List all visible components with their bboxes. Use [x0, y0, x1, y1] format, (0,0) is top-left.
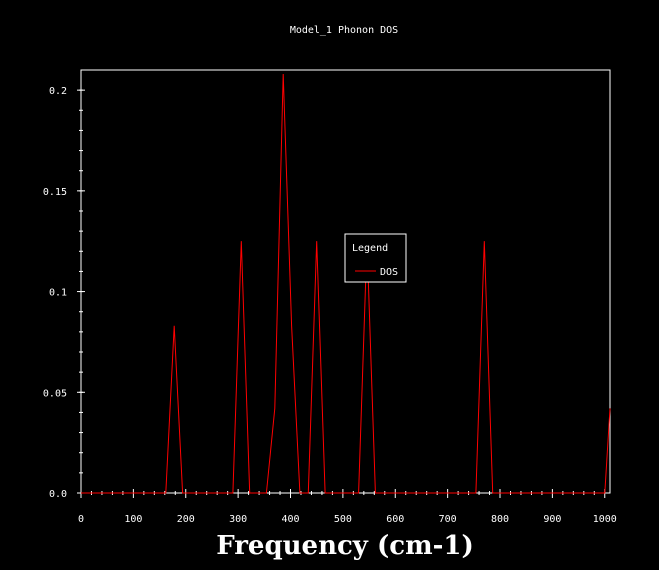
y-tick-label: 0.0	[49, 489, 67, 500]
x-tick-label: 200	[177, 514, 195, 525]
y-tick-label: 0.2	[49, 86, 67, 97]
x-axis-label: Frequency (cm-1)	[216, 531, 474, 561]
x-tick-label: 400	[281, 514, 299, 525]
series-layer	[81, 73, 611, 494]
x-tick-label: 1000	[593, 514, 617, 525]
y-axis: 0.0 0.05 0.1 0.15 0.2	[43, 86, 85, 500]
x-tick-label: 700	[439, 514, 457, 525]
x-tick-label: 500	[334, 514, 352, 525]
x-tick-label: 100	[124, 514, 142, 525]
legend: Legend DOS	[344, 233, 407, 283]
legend-title: Legend	[352, 243, 388, 254]
legend-box	[344, 233, 407, 283]
x-tick-label: 600	[386, 514, 404, 525]
x-tick-label: 800	[491, 514, 509, 525]
y-tick-label: 0.05	[43, 388, 67, 399]
y-tick-label: 0.15	[43, 187, 67, 198]
series-line-dos	[81, 73, 611, 494]
chart-title: Model_1 Phonon DOS	[290, 25, 398, 36]
x-tick-label: 300	[229, 514, 247, 525]
legend-entry-dos: DOS	[380, 267, 398, 278]
x-tick-label: 900	[543, 514, 561, 525]
y-tick-label: 0.1	[49, 288, 67, 299]
x-axis: 0 100 200 300 400 500 600 700 800 900 1000	[78, 489, 617, 525]
x-tick-label: 0	[78, 514, 84, 525]
